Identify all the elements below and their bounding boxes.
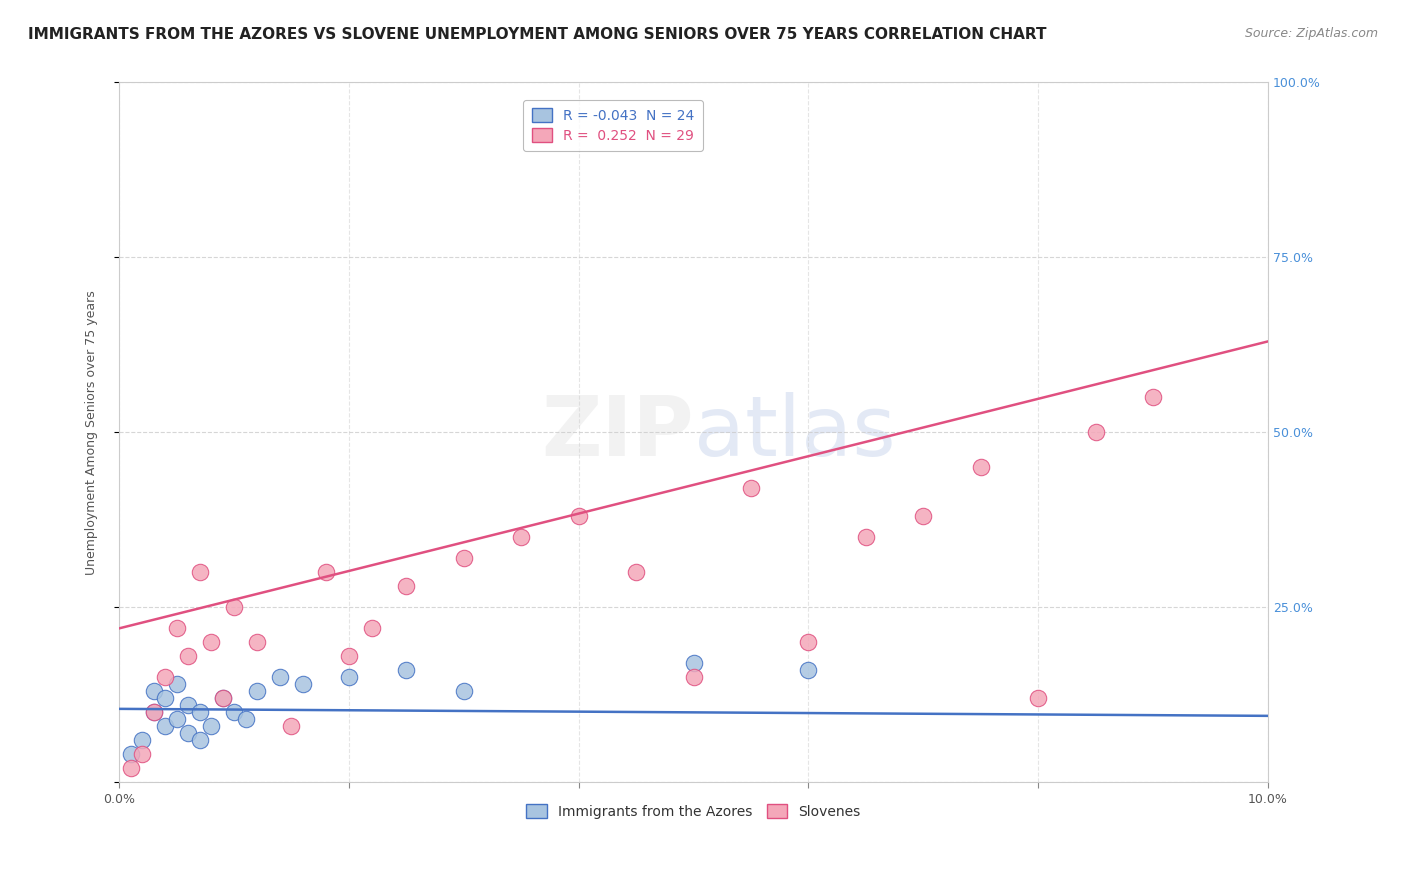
Point: [188, 566, 211, 580]
Point: [200, 719, 222, 733]
Text: Source: ZipAtlas.com: Source: ZipAtlas.com: [1244, 27, 1378, 40]
Point: [131, 747, 153, 762]
Point: [1142, 391, 1164, 405]
Point: [682, 670, 704, 684]
Point: [246, 635, 269, 649]
Point: [177, 649, 200, 664]
Point: [166, 677, 188, 691]
Point: [970, 460, 993, 475]
Point: [120, 761, 142, 775]
Point: [453, 551, 475, 566]
Y-axis label: Unemployment Among Seniors over 75 years: Unemployment Among Seniors over 75 years: [86, 290, 98, 574]
Point: [280, 719, 302, 733]
Point: [177, 698, 200, 713]
Text: IMMIGRANTS FROM THE AZORES VS SLOVENE UNEMPLOYMENT AMONG SENIORS OVER 75 YEARS C: IMMIGRANTS FROM THE AZORES VS SLOVENE UN…: [28, 27, 1046, 42]
Point: [360, 621, 382, 635]
Point: [177, 726, 200, 740]
Point: [142, 706, 165, 720]
Point: [153, 670, 176, 684]
Text: atlas: atlas: [693, 392, 896, 473]
Point: [222, 706, 245, 720]
Point: [131, 733, 153, 747]
Point: [568, 509, 591, 524]
Point: [246, 684, 269, 698]
Point: [166, 712, 188, 726]
Point: [395, 664, 418, 678]
Point: [682, 657, 704, 671]
Point: [222, 600, 245, 615]
Point: [188, 733, 211, 747]
Point: [1026, 691, 1049, 706]
Point: [453, 684, 475, 698]
Point: [269, 670, 291, 684]
Point: [200, 635, 222, 649]
Point: [624, 566, 647, 580]
Point: [337, 670, 360, 684]
Point: [153, 691, 176, 706]
Point: [395, 579, 418, 593]
Point: [120, 747, 142, 762]
Point: [142, 684, 165, 698]
Point: [337, 649, 360, 664]
Point: [912, 509, 935, 524]
Point: [855, 530, 877, 544]
Point: [235, 712, 257, 726]
Legend: Immigrants from the Azores, Slovenes: Immigrants from the Azores, Slovenes: [520, 798, 866, 824]
Point: [211, 691, 233, 706]
Point: [510, 530, 533, 544]
Point: [211, 691, 233, 706]
Point: [740, 482, 762, 496]
Text: ZIP: ZIP: [541, 392, 693, 473]
Point: [166, 621, 188, 635]
Point: [291, 677, 314, 691]
Point: [797, 635, 820, 649]
Point: [188, 706, 211, 720]
Point: [797, 664, 820, 678]
Point: [153, 719, 176, 733]
Point: [142, 706, 165, 720]
Point: [315, 566, 337, 580]
Point: [1084, 425, 1107, 440]
